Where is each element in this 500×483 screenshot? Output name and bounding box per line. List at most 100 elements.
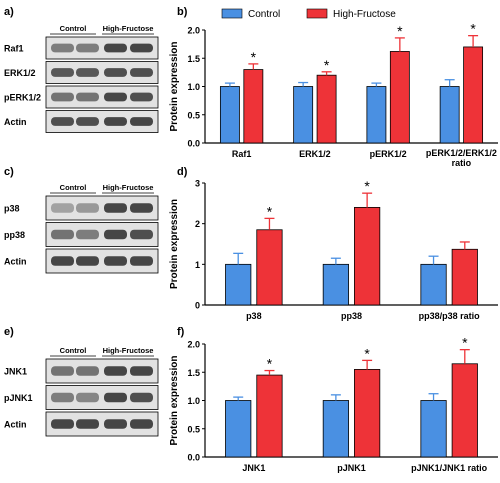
- x-tick-label: JNK1: [242, 463, 265, 473]
- bar-control: [293, 86, 314, 144]
- blot-band: [76, 256, 99, 266]
- blot-band: [76, 92, 99, 102]
- blot-row-label: pp38: [4, 230, 25, 240]
- significance-marker: *: [470, 21, 476, 37]
- y-tick-label: 1.5: [187, 54, 200, 64]
- blot-strip: [45, 110, 159, 133]
- bar-high-fructose: [451, 248, 478, 306]
- blot-band: [51, 256, 74, 266]
- significance-marker: *: [267, 356, 273, 372]
- significance-marker: *: [397, 23, 403, 39]
- panel-label: c): [4, 166, 14, 178]
- y-axis-label: Protein expression: [169, 199, 180, 289]
- y-axis-label: Protein expression: [169, 41, 180, 131]
- bar-high-fructose: [256, 374, 283, 458]
- blot-group-label-high-fructose: High-Fructose: [103, 346, 154, 355]
- bar-control: [219, 86, 240, 144]
- legend-label-control: Control: [248, 9, 280, 20]
- bar-control: [322, 400, 349, 458]
- bar-control: [420, 263, 447, 306]
- blot-band: [130, 256, 153, 266]
- significance-marker: *: [364, 178, 370, 194]
- bar-control: [322, 263, 349, 306]
- y-tick-label: 3: [195, 179, 200, 189]
- blot-band: [104, 203, 127, 213]
- x-tick-label: pJNK1: [337, 463, 366, 473]
- x-tick-label: pp38/p38 ratio: [419, 311, 481, 321]
- panel-label: a): [4, 6, 14, 18]
- y-tick-label: 0.0: [187, 139, 200, 149]
- blot-band: [130, 203, 153, 213]
- panel-label: f): [177, 326, 185, 338]
- blot-row-label: Actin: [4, 420, 27, 430]
- y-tick-label: 2.0: [187, 340, 200, 350]
- blot-strip: [45, 61, 159, 84]
- blot-band: [104, 419, 127, 429]
- blot-band: [51, 43, 74, 53]
- blot-band: [104, 92, 127, 102]
- blot-strip: [45, 85, 159, 109]
- blot-panel-c: c) Control High-Fructose p38 pp38 Actin: [4, 166, 159, 274]
- blot-row-label: pJNK1: [4, 393, 33, 403]
- bar-high-fructose: [243, 69, 264, 144]
- blot-band: [130, 43, 153, 53]
- x-tick-label: p38: [246, 311, 262, 321]
- y-tick-label: 0: [195, 301, 200, 311]
- y-tick-label: 1.0: [187, 396, 200, 406]
- blot-panel-a: a) Control High-Fructose Raf1 ERK1/2 pERK1/2 A…: [4, 6, 159, 133]
- blot-band: [130, 419, 153, 429]
- blot-band: [130, 92, 153, 102]
- legend-label-treatment: High-Fructose: [333, 9, 396, 20]
- significance-marker: *: [324, 57, 330, 73]
- blot-row-label: JNK1: [4, 367, 27, 377]
- x-tick-label: pJNK1/JNK1 ratio: [411, 463, 488, 473]
- blot-band: [130, 68, 153, 77]
- blot-band: [104, 366, 127, 376]
- bar-high-fructose: [463, 46, 484, 144]
- blot-band: [76, 43, 99, 53]
- blot-panel-e: e) Control High-Fructose JNK1 pJNK1 Actin: [4, 326, 159, 437]
- bar-high-fructose: [316, 74, 337, 144]
- blot-band: [76, 419, 99, 429]
- y-tick-label: 0.0: [187, 453, 200, 463]
- blot-band: [104, 117, 127, 126]
- blot-group-label-high-fructose: High-Fructose: [103, 24, 154, 33]
- blot-band: [104, 229, 127, 240]
- bar-chart-b: b) 0.0 0.5 1.0 1.5 2.0 Protein expression * Raf1…: [169, 6, 498, 168]
- blot-band: [51, 229, 74, 240]
- x-tick-label: pERK1/2: [370, 149, 407, 159]
- blot-band: [76, 203, 99, 213]
- bar-control: [225, 400, 252, 458]
- blot-band: [51, 117, 74, 126]
- blot-band: [130, 117, 153, 126]
- y-tick-label: 2.0: [187, 26, 200, 36]
- blot-group-label-control: Control: [60, 183, 87, 192]
- blot-band: [76, 117, 99, 126]
- significance-marker: *: [364, 345, 370, 361]
- blot-row-label: p38: [4, 204, 20, 214]
- bar-control: [420, 400, 447, 458]
- bar-control: [439, 86, 460, 144]
- panel-label: d): [177, 166, 188, 178]
- blot-band: [104, 256, 127, 266]
- panel-label: e): [4, 326, 14, 338]
- blot-band: [76, 68, 99, 77]
- x-tick-label: pERK1/2/ERK1/2: [426, 148, 497, 158]
- blot-band: [51, 392, 74, 403]
- x-tick-label: Raf1: [232, 149, 252, 159]
- y-tick-label: 2: [195, 219, 200, 229]
- blot-band: [104, 68, 127, 77]
- bar-high-fructose: [354, 369, 381, 458]
- y-tick-label: 1.5: [187, 368, 200, 378]
- blot-band: [130, 366, 153, 376]
- blot-row-label: Actin: [4, 257, 27, 267]
- y-tick-label: 1.0: [187, 82, 200, 92]
- bar-high-fructose: [451, 363, 478, 458]
- blot-band: [51, 366, 74, 376]
- blot-group-label-control: Control: [60, 24, 87, 33]
- blot-band: [130, 229, 153, 240]
- bar-control: [225, 263, 252, 306]
- x-tick-label: ERK1/2: [299, 149, 331, 159]
- y-axis-label: Protein expression: [169, 355, 180, 445]
